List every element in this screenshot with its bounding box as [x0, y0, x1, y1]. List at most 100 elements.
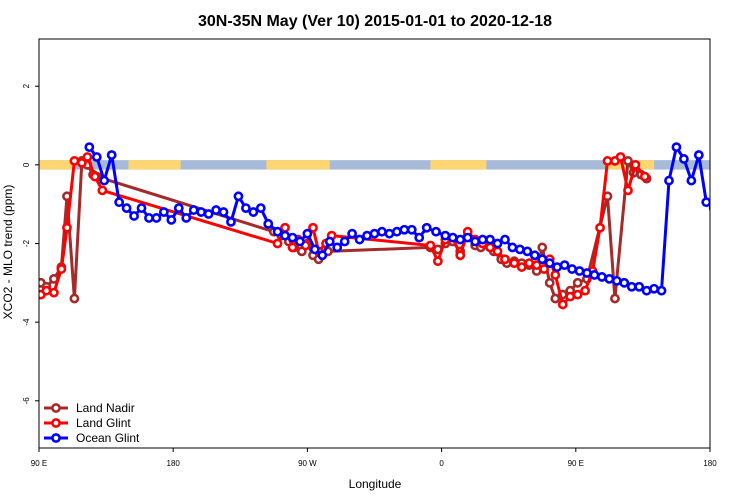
data-point-ocean-glint [181, 213, 192, 223]
data-point-ocean-glint [544, 258, 555, 269]
data-point-ocean-glint [641, 285, 652, 296]
data-point-ocean-glint [596, 272, 607, 282]
data-point-ocean-glint [455, 234, 466, 245]
data-point-land-glint [615, 152, 626, 162]
data-point-ocean-glint [664, 175, 674, 186]
x-tick-label: 90 E [568, 459, 584, 468]
data-point-ocean-glint [280, 230, 290, 241]
data-point-ocean-glint [121, 203, 132, 214]
data-point-land-nadir [537, 242, 548, 253]
x-tick-label: 90 E [31, 459, 47, 468]
data-point-land-glint [280, 222, 290, 233]
data-point-ocean-glint [166, 215, 177, 225]
legend-label-land-glint: Land Glint [76, 416, 131, 430]
data-point-ocean-glint [173, 203, 184, 214]
data-point-land-glint [455, 250, 466, 261]
data-point-ocean-glint [203, 209, 214, 219]
data-point-ocean-glint [693, 150, 704, 160]
data-point-ocean-glint [582, 268, 592, 278]
data-point-ocean-glint [574, 266, 585, 276]
data-point-land-glint [56, 264, 67, 274]
data-point-ocean-glint [567, 264, 577, 274]
data-point-land-glint [485, 242, 495, 253]
data-point-ocean-glint [188, 205, 199, 215]
data-point-land-glint [524, 258, 535, 269]
y-tick-label: 0 [22, 162, 31, 167]
data-point-ocean-glint [391, 226, 402, 237]
data-point-ocean-glint [332, 242, 343, 253]
x-axis: 90 E 180 90 W 0 90 E 180 [31, 448, 717, 468]
data-point-land-nadir [69, 293, 80, 304]
data-point-ocean-glint [500, 234, 510, 245]
data-point-ocean-glint [339, 236, 350, 247]
data-point-land-glint [623, 185, 633, 196]
data-point-land-glint [572, 289, 583, 300]
data-point-ocean-glint [158, 207, 169, 217]
legend-marker-ocean-glint [51, 433, 61, 443]
y-tick-label: -4 [22, 318, 31, 326]
data-point-land-glint [557, 299, 568, 310]
data-point-ocean-glint [492, 238, 503, 249]
x-tick-label: 0 [439, 459, 444, 468]
data-point-land-glint [432, 256, 443, 267]
data-point-ocean-glint [529, 250, 540, 261]
y-axis: 2 0 -2 -4 -6 [22, 83, 39, 404]
data-point-ocean-glint [233, 191, 244, 202]
data-point-ocean-glint [317, 250, 328, 261]
data-point-land-glint [639, 171, 650, 182]
legend-marker-land-glint [51, 418, 61, 428]
data-point-ocean-glint [248, 207, 259, 217]
data-point-ocean-glint [462, 232, 473, 243]
data-point-land-glint [500, 254, 510, 265]
data-point-ocean-glint [470, 236, 481, 247]
data-point-ocean-glint [196, 207, 207, 217]
data-point-land-glint [272, 238, 283, 249]
data-point-ocean-glint [272, 226, 283, 237]
data-point-ocean-glint [604, 273, 615, 284]
x-tick-label: 180 [167, 459, 181, 468]
data-point-ocean-glint [226, 216, 236, 227]
data-point-ocean-glint [671, 142, 682, 153]
legend-label-ocean-glint: Ocean Glint [76, 431, 140, 445]
data-point-ocean-glint [611, 275, 622, 286]
data-point-land-glint [62, 222, 72, 233]
data-point-ocean-glint [589, 270, 600, 280]
data-point-ocean-glint [477, 234, 488, 245]
data-point-land-glint [516, 262, 527, 272]
data-point-land-glint [630, 159, 641, 170]
data-point-ocean-glint [362, 230, 372, 241]
legend-marker-land-nadir [51, 403, 61, 413]
data-point-ocean-glint [263, 218, 274, 229]
y-tick-label: 2 [22, 83, 31, 88]
data-point-ocean-glint [91, 152, 102, 162]
data-point-land-glint [509, 258, 520, 269]
data-point-land-glint [492, 246, 503, 257]
data-point-ocean-glint [255, 203, 266, 214]
data-point-ocean-glint [537, 254, 548, 265]
series-ocean-glint [84, 142, 710, 296]
data-point-ocean-glint [84, 142, 95, 153]
data-point-ocean-glint [679, 154, 689, 164]
chart-title: 30N-35N May (Ver 10) 2015-01-01 to 2020-… [198, 13, 552, 30]
data-point-ocean-glint [447, 232, 458, 243]
data-point-ocean-glint [656, 285, 667, 296]
data-point-ocean-glint [295, 236, 305, 247]
data-point-ocean-glint [136, 203, 147, 214]
legend-label-land-nadir: Land Nadir [76, 401, 135, 415]
data-point-land-glint [425, 240, 436, 251]
data-point-ocean-glint [686, 175, 697, 186]
y-tick-label: -2 [22, 239, 31, 247]
data-point-land-glint [49, 287, 59, 298]
data-point-land-glint [287, 242, 298, 253]
land-band-segment [128, 160, 181, 170]
data-point-ocean-glint [106, 150, 117, 160]
data-point-ocean-glint [151, 213, 162, 223]
data-point-land-nadir [610, 293, 620, 304]
data-point-land-nadir [572, 277, 583, 288]
data-point-ocean-glint [287, 232, 298, 243]
x-tick-label: 90 W [298, 459, 317, 468]
y-tick-label: -6 [22, 397, 31, 405]
data-point-land-glint [539, 264, 550, 274]
